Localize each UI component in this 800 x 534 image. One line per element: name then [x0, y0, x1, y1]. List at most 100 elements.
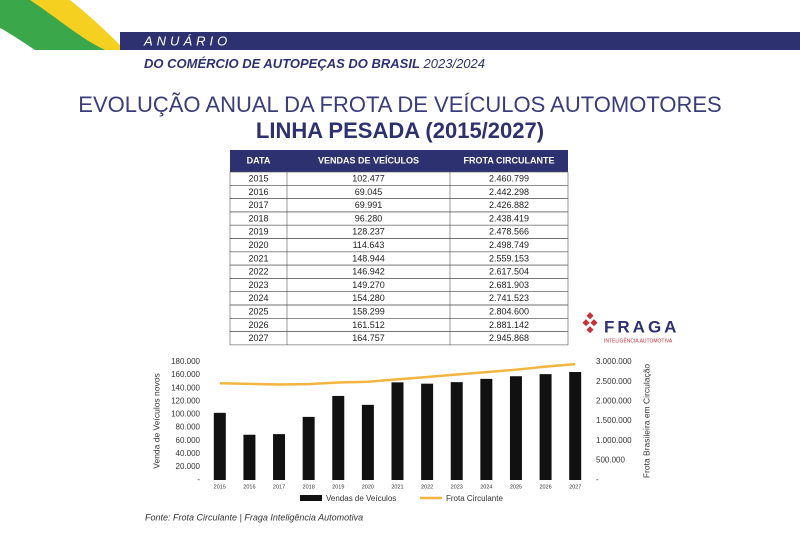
bar — [509, 376, 522, 480]
bar — [332, 395, 345, 480]
x-tick-label: 2019 — [332, 484, 344, 490]
x-tick-label: 2020 — [362, 484, 374, 490]
cell: 2024 — [248, 293, 268, 303]
cell: 114.643 — [353, 240, 385, 250]
cell: 164.757 — [352, 333, 385, 343]
cell: 2.681.903 — [489, 280, 529, 290]
bar — [391, 382, 404, 480]
deco-green — [0, 0, 105, 50]
row-border — [229, 331, 569, 346]
y2-tick-label: 2.000.000 — [596, 396, 632, 405]
cell: 2.498.749 — [489, 240, 529, 250]
cell: 2021 — [248, 253, 268, 263]
bar — [361, 404, 374, 480]
column-header: FROTA CIRCULANTE — [464, 155, 555, 165]
x-tick-label: 2021 — [391, 484, 403, 490]
logo-dot — [586, 326, 594, 334]
header-band — [120, 32, 800, 50]
title-line2: LINHA PESADA (2015/2027) — [256, 118, 544, 143]
subtitle: DO COMÉRCIO DE AUTOPEÇAS DO BRASIL — [144, 56, 420, 71]
cell: 2.559.153 — [489, 253, 529, 263]
cell: 2.804.600 — [489, 307, 529, 317]
y-tick-label: 160.000 — [171, 370, 200, 379]
y-tick-label: 180.000 — [171, 357, 200, 366]
x-tick-label: 2016 — [243, 484, 255, 490]
y-tick-label: 80.000 — [176, 423, 201, 432]
cell: 2.460.799 — [489, 174, 529, 184]
y2-tick-label: 500.000 — [596, 455, 625, 464]
cell: 2.478.566 — [489, 227, 529, 237]
x-tick-label: 2022 — [421, 484, 433, 490]
legend-swatch — [300, 495, 322, 501]
cell: 154.280 — [352, 293, 385, 303]
cell: 2026 — [248, 320, 268, 330]
cell: 2020 — [248, 240, 268, 250]
cell: 69.045 — [355, 187, 383, 197]
cell: 2.945.868 — [489, 333, 529, 343]
logo-tagline: INTELIGÊNCIA AUTOMOTIVA — [604, 336, 673, 344]
x-tick-label: 2024 — [480, 484, 492, 490]
cell: 2023 — [248, 280, 268, 290]
y2-tick-label: 1.500.000 — [596, 416, 632, 425]
y2-tick-label: 2.500.000 — [596, 377, 632, 386]
x-tick-label: 2027 — [569, 484, 581, 490]
line — [219, 362, 576, 386]
cell: 96.280 — [355, 213, 383, 223]
logo-dot — [586, 312, 594, 320]
cell: 2027 — [248, 333, 268, 343]
legend-label: Frota Circulante — [446, 494, 503, 503]
column-header: VENDAS DE VEÍCULOS — [318, 155, 419, 165]
cell: 2.617.504 — [489, 267, 529, 277]
title-line1: EVOLUÇÃO ANUAL DA FROTA DE VEÍCULOS AUTO… — [78, 92, 721, 117]
cell: 161.512 — [352, 320, 385, 330]
source: Fonte: Frota Circulante | Fraga Inteligê… — [145, 512, 363, 522]
cell: 69.991 — [355, 200, 383, 210]
y-tick-label: 100.000 — [171, 410, 200, 419]
bar — [480, 378, 493, 480]
cell: 2022 — [248, 267, 268, 277]
header-subtitle: DO COMÉRCIO DE AUTOPEÇAS DO BRASIL 2023/… — [144, 56, 485, 71]
cell: 2.741.523 — [489, 293, 529, 303]
logo-dot — [590, 319, 598, 327]
y2-tick-label: 3.000.000 — [596, 357, 632, 366]
x-tick-label: 2026 — [539, 484, 551, 490]
cell: 2017 — [248, 200, 268, 210]
cell: 148.944 — [352, 253, 385, 263]
bar — [539, 374, 552, 480]
cell: 128.237 — [352, 227, 385, 237]
x-tick-label: 2023 — [451, 484, 463, 490]
x-tick-label: 2025 — [510, 484, 522, 490]
y-tick-label: 20.000 — [176, 462, 201, 471]
bar — [273, 434, 286, 480]
cell: 2015 — [248, 174, 268, 184]
logo-name: FRAGA — [604, 317, 679, 336]
cell: 2018 — [248, 213, 268, 223]
y2-tick-label: 1.000.000 — [596, 436, 632, 445]
bar — [450, 382, 463, 480]
logo: FRAGA INTELIGÊNCIA AUTOMOTIVA — [582, 312, 679, 344]
cell: 2.442.298 — [489, 187, 529, 197]
table: DATA VENDAS DE VEÍCULOS FROTA CIRCULANTE 20… — [229, 150, 569, 346]
table-header-bg — [230, 150, 568, 172]
bar — [302, 416, 315, 480]
x-tick-label: 2017 — [273, 484, 285, 490]
header-kicker: ANUÁRIO — [143, 33, 231, 48]
cell: 158.299 — [352, 307, 385, 317]
edition: 2023/2024 — [423, 56, 485, 71]
bar — [243, 434, 256, 480]
y2-tick-label: - — [596, 475, 599, 484]
legend-label: Vendas de Veículos — [326, 494, 396, 503]
bar — [213, 412, 226, 480]
y-axis-label: Venda de Veículos novos — [151, 373, 161, 468]
bar — [421, 383, 434, 480]
cell: 146.942 — [352, 267, 385, 277]
logo-dot — [582, 319, 590, 327]
y-tick-label: 40.000 — [176, 449, 201, 458]
column-header: DATA — [247, 155, 271, 165]
y-tick-label: 120.000 — [171, 396, 200, 405]
cell: 2.438.419 — [489, 213, 529, 223]
y-tick-label: - — [197, 475, 200, 484]
cell: 2025 — [248, 307, 268, 317]
cell: 149.270 — [352, 280, 385, 290]
